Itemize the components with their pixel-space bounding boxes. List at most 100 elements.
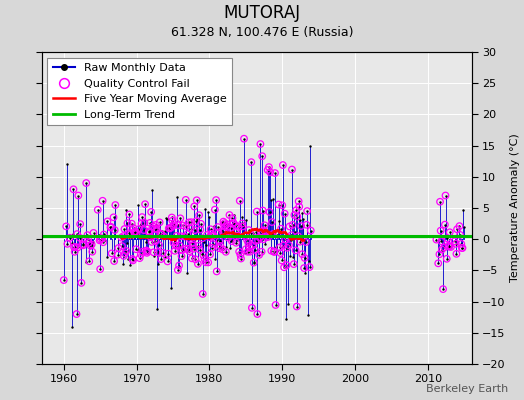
Point	[258, 153, 266, 159]
Point	[452, 251, 461, 257]
Point	[447, 244, 455, 250]
Point	[292, 207, 300, 214]
Point	[213, 268, 221, 275]
Point	[140, 220, 149, 226]
Point	[184, 219, 193, 226]
Point	[253, 208, 261, 215]
Point	[283, 234, 292, 240]
Point	[172, 243, 180, 249]
Point	[252, 229, 260, 235]
Point	[195, 246, 204, 253]
Point	[248, 242, 257, 249]
Point	[280, 264, 288, 270]
Point	[198, 250, 206, 257]
Point	[231, 234, 239, 240]
Point	[173, 267, 182, 273]
Point	[79, 242, 88, 248]
Point	[297, 223, 305, 229]
Point	[161, 224, 170, 231]
Point	[123, 220, 132, 226]
Point	[280, 210, 289, 217]
Point	[445, 229, 454, 236]
Point	[96, 266, 104, 272]
Point	[286, 223, 294, 230]
Point	[188, 240, 196, 246]
Point	[96, 236, 105, 243]
Point	[129, 257, 137, 264]
Point	[238, 220, 246, 227]
Point	[269, 248, 278, 255]
Point	[185, 248, 193, 254]
Point	[76, 221, 84, 227]
Point	[199, 252, 208, 258]
Point	[117, 234, 126, 241]
Point	[170, 221, 178, 227]
Point	[100, 231, 108, 238]
Point	[265, 209, 274, 215]
Point	[135, 255, 144, 261]
Point	[214, 229, 223, 236]
Point	[196, 220, 205, 227]
Point	[89, 230, 97, 236]
Point	[60, 277, 68, 283]
Point	[302, 239, 310, 245]
Point	[247, 159, 256, 165]
Point	[259, 236, 268, 242]
Point	[254, 237, 262, 243]
Point	[277, 226, 285, 232]
Point	[253, 208, 261, 215]
Point	[211, 256, 220, 262]
Point	[136, 223, 145, 229]
Point	[75, 234, 84, 241]
Point	[119, 233, 127, 239]
Point	[252, 238, 260, 244]
Point	[180, 233, 189, 240]
Point	[152, 226, 161, 232]
Point	[276, 244, 284, 251]
Point	[198, 235, 206, 242]
Point	[187, 219, 195, 226]
Point	[250, 259, 258, 265]
Point	[206, 226, 215, 232]
Point	[231, 222, 239, 229]
Point	[261, 241, 269, 248]
Point	[217, 219, 226, 226]
Point	[156, 230, 165, 237]
Point	[254, 237, 262, 243]
Point	[230, 220, 238, 226]
Point	[149, 223, 157, 230]
Point	[178, 247, 187, 253]
Point	[244, 248, 252, 255]
Point	[143, 250, 151, 256]
Point	[457, 245, 466, 251]
Point	[137, 220, 146, 227]
Point	[278, 202, 287, 208]
Point	[135, 226, 143, 232]
Point	[226, 244, 234, 251]
Point	[151, 238, 160, 244]
Point	[457, 241, 465, 247]
Point	[294, 233, 302, 239]
Point	[202, 242, 211, 248]
Point	[272, 247, 281, 254]
Point	[149, 249, 158, 256]
Point	[145, 229, 154, 236]
Point	[434, 260, 442, 266]
Point	[196, 226, 204, 233]
Point	[225, 232, 233, 238]
Point	[266, 169, 274, 176]
Point	[290, 212, 299, 218]
Point	[233, 228, 241, 235]
Point	[269, 196, 277, 202]
Point	[295, 204, 303, 210]
Point	[191, 256, 200, 262]
Point	[157, 256, 165, 262]
Point	[440, 244, 449, 251]
Point	[176, 215, 184, 222]
Point	[202, 259, 210, 266]
Point	[305, 258, 313, 265]
Point	[107, 250, 116, 256]
Point	[137, 251, 145, 258]
Point	[85, 258, 93, 264]
Point	[121, 226, 129, 232]
